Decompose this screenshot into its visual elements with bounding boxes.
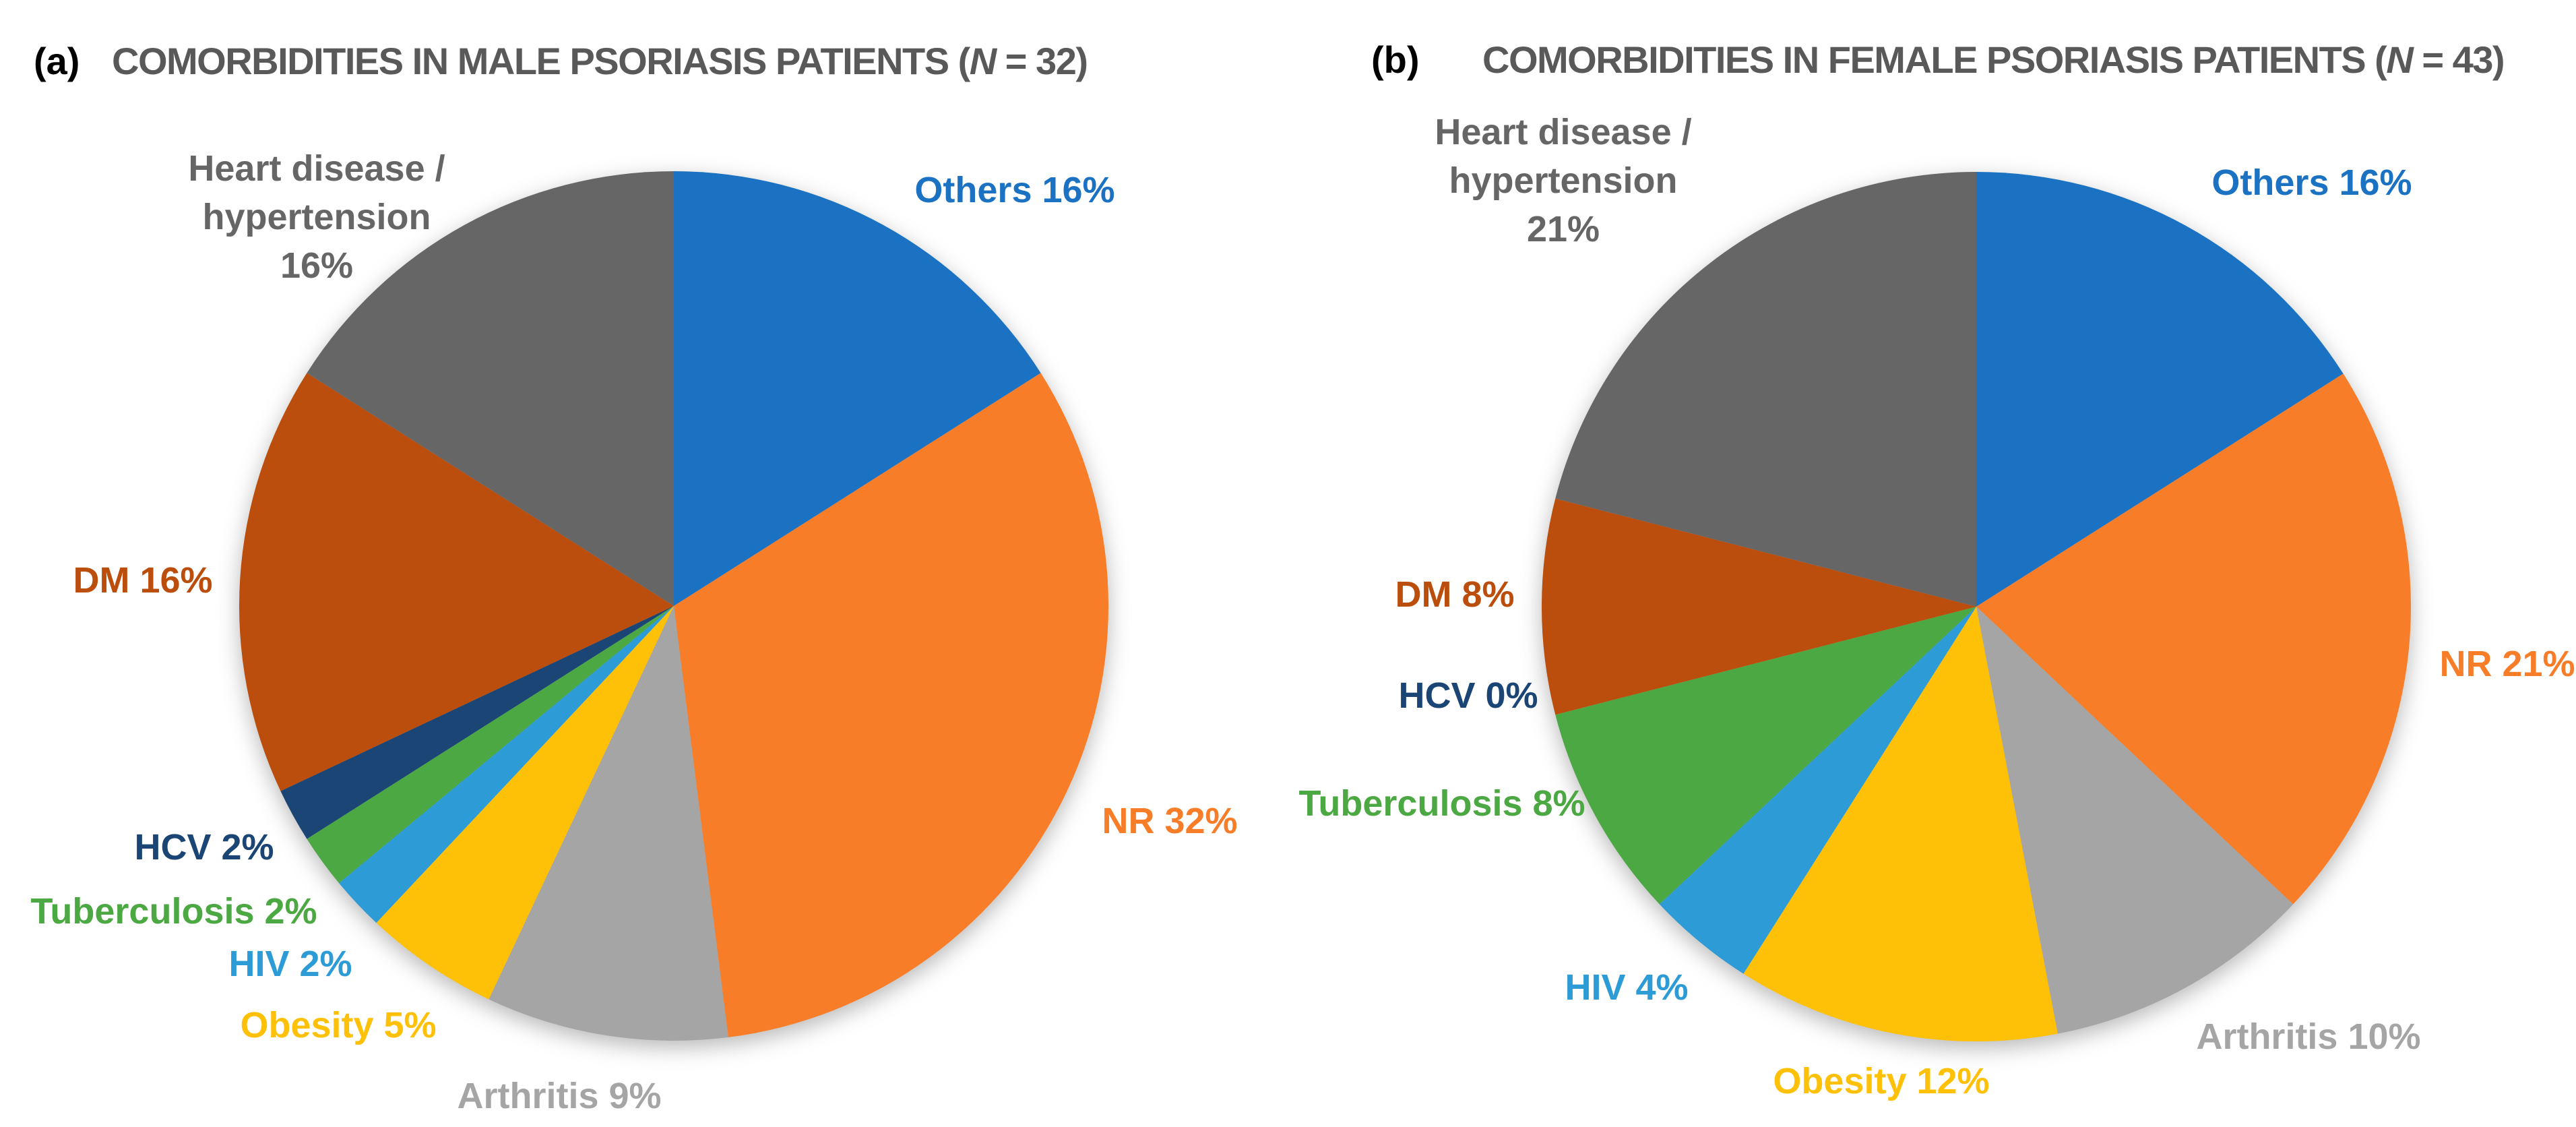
pie-slice-obesity (376, 606, 674, 1000)
slice-label-hcv: HCV 2% (134, 827, 274, 867)
slice-label-dm: DM 8% (1395, 574, 1515, 615)
slice-label-tuberculosis: Tuberculosis 8% (1298, 783, 1585, 824)
pie-slice-hiv (339, 606, 674, 923)
slice-label-line: Heart disease / (188, 148, 445, 189)
pie-slice-heart-disease-hypertension (307, 171, 674, 606)
title-text: = 43) (2412, 38, 2505, 81)
slice-label-hiv: HIV 4% (1565, 967, 1689, 1008)
pie-slice-nr (1976, 373, 2411, 905)
pie-chart-female (1541, 171, 2411, 1042)
pie-chart-male (239, 171, 1108, 1041)
slice-label-dm: DM 16% (73, 560, 213, 601)
chart-panel-female: (b) COMORBIDITIES IN FEMALE PSORIASIS PA… (1288, 0, 2575, 1127)
slice-label-arthritis: Arthritis 10% (2196, 1016, 2421, 1057)
chart-panel-male: (a) COMORBIDITIES IN MALE PSORIASIS PATI… (30, 39, 1238, 1116)
slice-label-line: hypertension (202, 197, 431, 237)
pie-slice-nr (674, 373, 1108, 1037)
pie-slice-hcv (280, 606, 674, 839)
title-text: COMORBIDITIES IN FEMALE PSORIASIS PATIEN… (1482, 38, 2387, 81)
pie-slice-tuberculosis (1555, 607, 1976, 905)
chart-title-female: COMORBIDITIES IN FEMALE PSORIASIS PATIEN… (1482, 38, 2505, 82)
title-n-symbol: N (2386, 38, 2413, 81)
title-n-symbol: N (969, 40, 997, 82)
pie-slice-dm (239, 373, 674, 791)
slice-label-others: Others 16% (2211, 162, 2412, 203)
pie-slice-hiv (1659, 607, 1976, 974)
slice-label-others: Others 16% (914, 170, 1115, 210)
slice-label-heart-disease: Heart disease / hypertension 21% (1435, 108, 1691, 253)
slice-label-nr: NR 32% (1102, 801, 1238, 841)
title-text: COMORBIDITIES IN MALE PSORIASIS PATIENTS… (112, 40, 970, 82)
pie-slice-dm (1541, 498, 1976, 715)
pie-slice-others (1976, 172, 2344, 607)
pie-slice-tuberculosis (307, 606, 674, 884)
slice-label-arthritis: Arthritis 9% (457, 1076, 662, 1116)
slice-label-hcv: HCV 0% (1398, 675, 1538, 716)
slice-label-obesity: Obesity 12% (1773, 1061, 1990, 1101)
pie-slice-obesity (1743, 607, 2058, 1042)
pie-slice-arthritis (489, 606, 728, 1041)
slice-label-hiv: HIV 2% (228, 944, 352, 984)
slice-label-line: 16% (280, 245, 354, 286)
slice-label-tuberculosis: Tuberculosis 2% (30, 891, 317, 932)
slice-label-line: Heart disease / (1435, 112, 1692, 152)
title-text: = 32) (995, 40, 1088, 82)
pie-slice-heart-disease-hypertension (1555, 171, 1976, 607)
slice-label-line: 21% (1526, 209, 1600, 249)
slice-label-line: hypertension (1449, 160, 1678, 201)
slice-label-heart-disease: Heart disease / hypertension 16% (188, 144, 445, 290)
panel-label-b: (b) (1371, 38, 1420, 81)
pie-slice-arthritis (1976, 607, 2294, 1034)
chart-title-male: COMORBIDITIES IN MALE PSORIASIS PATIENTS… (112, 39, 1088, 83)
slice-label-obesity: Obesity 5% (240, 1005, 437, 1045)
pie-slice-others (674, 171, 1041, 606)
slice-label-nr: NR 21% (2439, 644, 2575, 684)
panel-label-a: (a) (34, 40, 80, 82)
